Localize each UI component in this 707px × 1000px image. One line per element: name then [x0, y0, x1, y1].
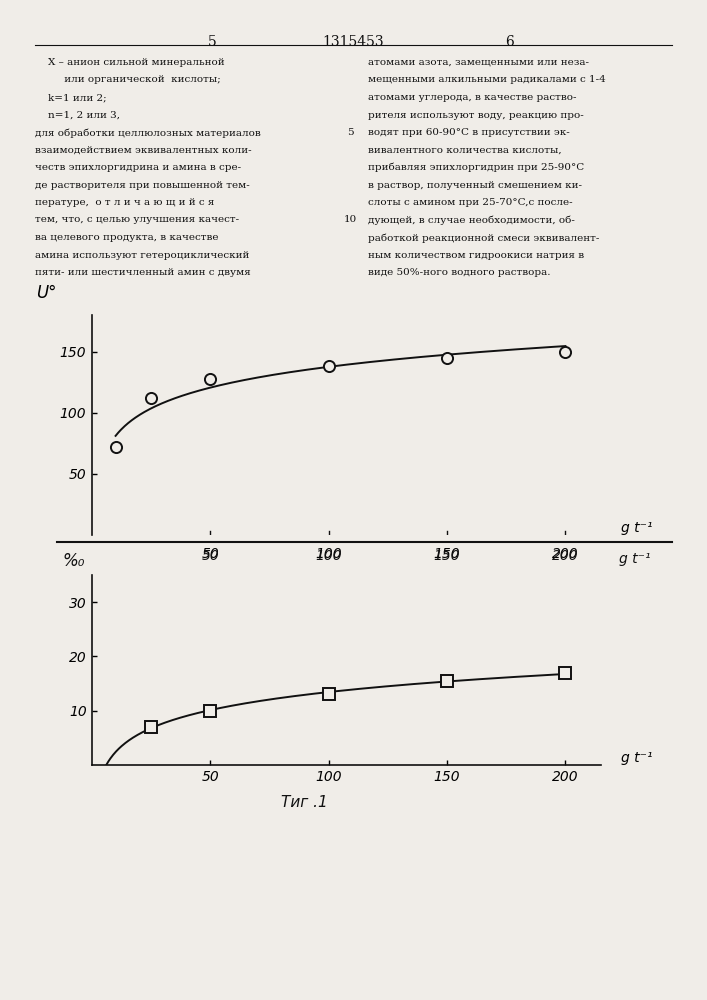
Text: работкой реакционной смеси эквивалент-: работкой реакционной смеси эквивалент- [368, 233, 599, 243]
Text: ным количеством гидроокиси натрия в: ным количеством гидроокиси натрия в [368, 250, 584, 259]
Text: 50: 50 [201, 547, 219, 561]
Text: %₀: %₀ [62, 552, 85, 570]
Text: амина используют гетероциклический: амина используют гетероциклический [35, 250, 250, 259]
Text: Τиг .1: Τиг .1 [281, 795, 327, 810]
Text: U°: U° [36, 284, 57, 302]
Text: атомами углерода, в качестве раство-: атомами углерода, в качестве раство- [368, 93, 576, 102]
Text: слоты с амином при 25-70°C,с после-: слоты с амином при 25-70°C,с после- [368, 198, 572, 207]
Text: 5: 5 [208, 35, 216, 49]
Text: водят при 60-90°C в присутствии эк-: водят при 60-90°C в присутствии эк- [368, 128, 569, 137]
Text: g t⁻¹: g t⁻¹ [621, 521, 653, 535]
Text: честв эпихлоргидрина и амина в сре-: честв эпихлоргидрина и амина в сре- [35, 163, 242, 172]
Text: вивалентного количества кислоты,: вивалентного количества кислоты, [368, 146, 561, 155]
Text: в раствор, полученный смешением ки-: в раствор, полученный смешением ки- [368, 181, 582, 190]
Text: k=1 или 2;: k=1 или 2; [35, 93, 107, 102]
Text: де растворителя при повышенной тем-: де растворителя при повышенной тем- [35, 181, 250, 190]
Text: X – анион сильной минеральной: X – анион сильной минеральной [35, 58, 225, 67]
Text: взаимодействием эквивалентных коли-: взаимодействием эквивалентных коли- [35, 146, 252, 155]
Text: прибавляя эпихлоргидрин при 25-90°C: прибавляя эпихлоргидрин при 25-90°C [368, 163, 584, 172]
Text: 6: 6 [505, 35, 513, 49]
Text: тем, что, с целью улучшения качест-: тем, что, с целью улучшения качест- [35, 216, 240, 225]
Text: рителя используют воду, реакцию про-: рителя используют воду, реакцию про- [368, 110, 583, 119]
Text: 200: 200 [552, 547, 579, 561]
Text: 150: 150 [433, 547, 460, 561]
Text: атомами азота, замещенными или неза-: атомами азота, замещенными или неза- [368, 58, 589, 67]
Text: 50: 50 [201, 549, 219, 563]
Text: дующей, в случае необходимости, об-: дующей, в случае необходимости, об- [368, 216, 575, 225]
Text: мещенными алкильными радикалами с 1-4: мещенными алкильными радикалами с 1-4 [368, 76, 605, 85]
Text: g t⁻¹: g t⁻¹ [621, 751, 653, 765]
Text: 200: 200 [552, 549, 579, 563]
Text: n=1, 2 или 3,: n=1, 2 или 3, [35, 110, 120, 119]
Text: 100: 100 [315, 549, 342, 563]
Text: 1315453: 1315453 [322, 35, 385, 49]
Text: 100: 100 [315, 547, 342, 561]
Text: g t⁻¹: g t⁻¹ [619, 552, 650, 566]
Text: 5: 5 [346, 128, 354, 137]
Text: пяти- или шестичленный амин с двумя: пяти- или шестичленный амин с двумя [35, 268, 251, 277]
Text: виде 50%-ного водного раствора.: виде 50%-ного водного раствора. [368, 268, 550, 277]
Text: или органической  кислоты;: или органической кислоты; [35, 76, 221, 85]
Text: 10: 10 [344, 216, 356, 225]
Text: 150: 150 [433, 549, 460, 563]
Text: ва целевого продукта, в качестве: ва целевого продукта, в качестве [35, 233, 219, 242]
Text: для обработки целлюлозных материалов: для обработки целлюлозных материалов [35, 128, 261, 138]
Text: пературе,  о т л и ч а ю щ и й с я: пературе, о т л и ч а ю щ и й с я [35, 198, 215, 207]
